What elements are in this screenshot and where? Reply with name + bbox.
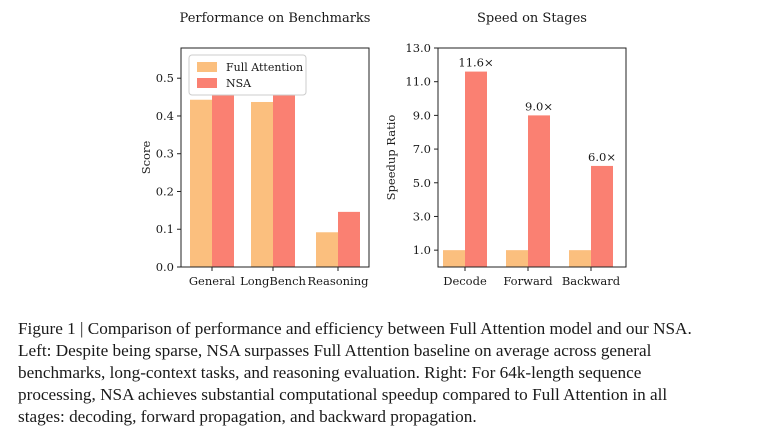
legend-label: NSA <box>226 77 252 90</box>
chart-title: Performance on Benchmarks <box>180 11 371 26</box>
y-axis-label: Speedup Ratio <box>384 115 398 201</box>
y-tick-label: 0.2 <box>156 184 174 198</box>
plot-frame <box>437 47 627 268</box>
x-tick-label: Reasoning <box>308 274 370 288</box>
data-label: 9.0× <box>525 99 553 113</box>
caption-line: stages: decoding, forward propagation, a… <box>18 407 477 426</box>
y-tick-label: 11.0 <box>405 75 431 89</box>
figure: 0.0 0.1 0.2 0.3 0.4 0.5 General LongBench Reason… <box>139 11 627 288</box>
x-tick-label: Backward <box>562 274 621 288</box>
x-tick-label: General <box>189 274 236 288</box>
legend-box <box>188 54 307 96</box>
bar <box>251 101 273 267</box>
bar <box>528 115 550 267</box>
y-tick-label: 7.0 <box>413 142 431 156</box>
plot-frame <box>180 47 370 268</box>
y-tick-label: 0.4 <box>156 109 174 123</box>
bar <box>569 250 591 267</box>
data-label: 6.0× <box>588 150 616 164</box>
bar <box>212 94 234 268</box>
bar <box>443 250 465 267</box>
bar <box>273 89 295 267</box>
bar <box>316 232 338 267</box>
legend-swatch <box>197 78 217 88</box>
bar <box>338 211 360 267</box>
figure-caption: Figure 1 | Comparison of performance and… <box>18 318 758 428</box>
y-tick-label: 0.3 <box>156 147 174 161</box>
y-tick-label: 1.0 <box>413 243 431 257</box>
y-tick-label: 9.0 <box>413 108 431 122</box>
y-axis-label: Score <box>139 141 153 175</box>
caption-line: benchmarks, long-context tasks, and reas… <box>18 363 642 382</box>
bar <box>465 71 487 267</box>
bar <box>190 99 212 267</box>
y-tick-label: 5.0 <box>413 176 431 190</box>
caption-line: Left: Despite being sparse, NSA surpasse… <box>18 341 652 360</box>
legend-swatch <box>197 62 217 72</box>
x-tick-label: Decode <box>443 274 487 288</box>
legend-label: Full Attention <box>226 61 303 74</box>
data-label: 11.6× <box>458 56 493 70</box>
y-tick-label: 3.0 <box>413 209 431 223</box>
y-tick-label: 0.1 <box>156 222 174 236</box>
x-tick-label: LongBench <box>240 274 306 288</box>
y-tick-label: 13.0 <box>405 41 431 55</box>
y-tick-label: 0.0 <box>156 260 174 274</box>
chart-title: Speed on Stages <box>477 11 587 26</box>
x-tick-label: Forward <box>503 274 553 288</box>
bar <box>591 165 613 267</box>
bar <box>506 250 528 267</box>
caption-line: Figure 1 | Comparison of performance and… <box>18 319 692 338</box>
caption-line: processing, NSA achieves substantial com… <box>18 385 668 404</box>
y-tick-label: 0.5 <box>156 71 174 85</box>
